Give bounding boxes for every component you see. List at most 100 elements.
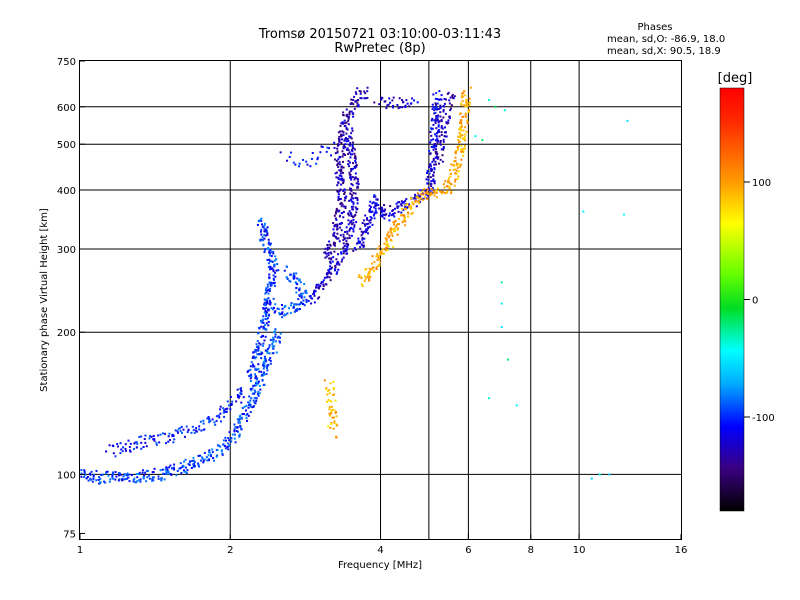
data-point: [192, 456, 195, 459]
data-point: [267, 238, 270, 241]
data-point: [350, 98, 353, 101]
data-point: [348, 173, 351, 176]
data-point: [343, 188, 346, 191]
data-point: [347, 115, 350, 118]
data-point: [118, 474, 121, 477]
data-point: [444, 131, 447, 134]
data-point: [249, 399, 252, 402]
data-point: [188, 460, 191, 463]
data-point: [263, 326, 266, 329]
data-point: [283, 269, 286, 272]
data-point: [391, 213, 394, 216]
data-point: [133, 442, 136, 445]
data-point: [373, 101, 376, 104]
data-point: [303, 283, 306, 286]
data-point: [187, 462, 190, 465]
data-point: [347, 153, 350, 156]
data-point: [164, 432, 167, 435]
data-point: [267, 247, 270, 250]
data-point: [441, 154, 444, 157]
data-point: [263, 311, 266, 314]
data-point: [416, 195, 419, 198]
data-point: [271, 339, 274, 342]
data-point: [464, 136, 467, 139]
colorbar-label: [deg]: [718, 71, 753, 86]
data-point: [371, 202, 374, 205]
data-point: [411, 211, 414, 214]
data-point: [383, 217, 386, 220]
data-point: [99, 482, 102, 485]
data-point: [111, 472, 114, 475]
data-point: [228, 439, 231, 442]
data-point: [360, 283, 363, 286]
data-point: [335, 258, 338, 261]
data-point: [390, 228, 393, 231]
data-point: [336, 163, 339, 166]
data-point: [352, 115, 355, 118]
data-point: [330, 258, 333, 261]
data-point: [397, 201, 400, 204]
data-point: [343, 191, 346, 194]
data-point: [398, 97, 401, 100]
data-point: [117, 472, 120, 475]
data-point: [256, 353, 259, 356]
data-point: [347, 223, 350, 226]
data-point: [294, 281, 297, 284]
data-point: [269, 243, 272, 246]
y-tick-label: 300: [57, 245, 76, 256]
data-point: [447, 179, 450, 182]
data-point: [266, 258, 269, 261]
data-point: [208, 451, 211, 454]
data-point: [348, 110, 351, 113]
data-point: [365, 223, 368, 226]
data-point: [168, 466, 171, 469]
data-point: [406, 215, 409, 218]
data-point: [338, 209, 341, 212]
data-point: [356, 104, 359, 107]
data-point: [195, 427, 198, 430]
data-point: [392, 221, 395, 224]
data-point: [255, 368, 258, 371]
data-point: [272, 252, 275, 255]
data-point: [356, 242, 359, 245]
data-point: [242, 396, 245, 399]
data-point: [447, 181, 450, 184]
data-point: [442, 110, 445, 113]
data-point: [267, 242, 270, 245]
data-point: [380, 209, 383, 212]
data-point: [389, 205, 392, 208]
data-point: [208, 458, 211, 461]
data-point: [257, 349, 260, 352]
data-point: [353, 152, 356, 155]
data-point: [432, 123, 435, 126]
data-point: [367, 222, 370, 225]
data-point: [357, 99, 360, 102]
data-point: [327, 398, 330, 401]
data-point: [122, 446, 125, 449]
data-point: [372, 201, 375, 204]
data-point: [384, 247, 387, 250]
data-point: [128, 449, 131, 452]
data-point: [269, 287, 272, 290]
data-point: [210, 455, 213, 458]
data-point: [343, 192, 346, 195]
data-point: [111, 471, 114, 474]
data-point: [265, 328, 268, 331]
data-point: [435, 189, 438, 192]
data-point: [83, 470, 86, 473]
data-point: [272, 277, 275, 280]
data-point: [226, 400, 229, 403]
data-point: [135, 446, 138, 449]
data-point: [338, 174, 341, 177]
data-point: [260, 370, 263, 373]
data-point: [303, 304, 306, 307]
data-point: [333, 244, 336, 247]
data-point: [590, 477, 593, 480]
data-point: [430, 145, 433, 148]
data-point: [350, 214, 353, 217]
data-point: [354, 157, 357, 160]
data-point: [263, 222, 266, 225]
data-point: [258, 384, 261, 387]
data-point: [302, 299, 305, 302]
data-point: [338, 215, 341, 218]
